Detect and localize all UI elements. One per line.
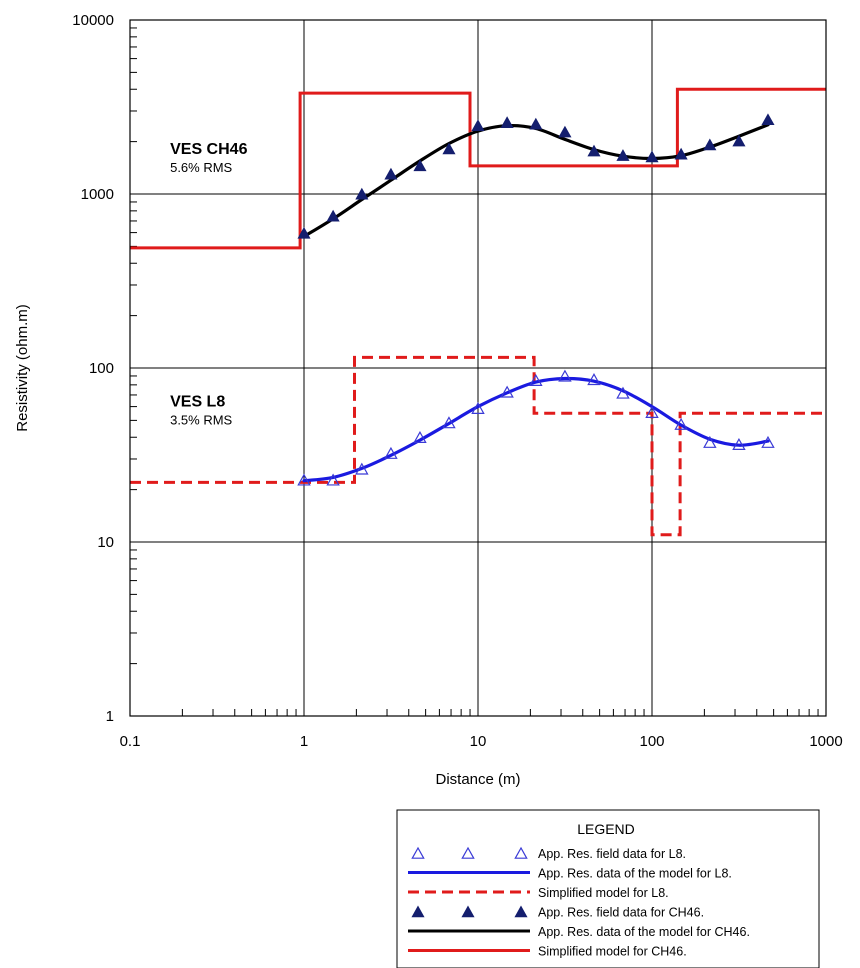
series-l8-field-point [500, 385, 514, 398]
series-l8-field-point [326, 473, 340, 486]
legend-label-l8-field: App. Res. field data for L8. [538, 847, 686, 861]
y-tick-label: 1000 [81, 186, 114, 203]
series-l8-field-point [297, 473, 311, 486]
legend-label-ch46-field: App. Res. field data for CH46. [538, 906, 704, 920]
series-ch46-field-point [355, 187, 369, 200]
series-ch46-field-point [732, 134, 746, 147]
series-l8-field-point [558, 369, 572, 382]
series-l8-field-point [529, 373, 543, 386]
series-ch46-field-point [384, 167, 398, 180]
series-l8-field-point [384, 446, 398, 459]
legend-box [396, 809, 820, 968]
series-ch46-field-point [587, 144, 601, 157]
legend: LEGEND App. Res. field data for L8.App. … [396, 809, 820, 968]
legend-label-ch46-model: App. Res. data of the model for CH46. [538, 925, 750, 939]
series-ch46-field-point [616, 149, 630, 161]
y-axis-label: Resistivity (ohm.m) [14, 304, 31, 432]
series-l8-field-point [703, 435, 717, 448]
y-tick-label: 10000 [72, 12, 114, 29]
tick-labels: 0.1 1 10 100 1000 1 10 100 1000 10000 [72, 12, 842, 750]
x-tick-label: 10 [470, 733, 487, 750]
series-l8-field-point [355, 462, 369, 475]
annotations: VES CH46 5.6% RMS VES L8 3.5% RMS [170, 141, 247, 428]
legend-label-ch46-simplified: Simplified model for CH46. [538, 945, 687, 959]
x-tick-label: 0.1 [120, 733, 141, 750]
series-l8-field-point [413, 430, 427, 443]
legend-symbol-ch46-field [514, 905, 528, 918]
series-l8-model-line [302, 376, 770, 483]
series-l8-field-point [471, 401, 485, 414]
series-ch46-field-point [558, 125, 572, 138]
series-ch46-field-point [413, 159, 427, 172]
legend-symbol-ch46-field [461, 905, 475, 918]
series-ch46-field-point [471, 119, 485, 131]
series-ch46-field-point [703, 138, 717, 151]
series-ch46-field-point [442, 142, 456, 155]
grid [130, 20, 826, 716]
x-tick-label: 100 [639, 733, 664, 750]
plot-frame [129, 19, 827, 717]
series-ch46-field-point [529, 117, 543, 130]
legend-symbol-ch46-field [411, 905, 425, 918]
series-l8-field-point [587, 373, 601, 386]
series-l8-field-point [674, 417, 688, 430]
series-l8-field-point [732, 437, 746, 451]
y-tick-label: 10 [97, 534, 114, 551]
y-tick-label: 1 [106, 708, 114, 725]
legend-label-l8-model: App. Res. data of the model for L8. [538, 867, 732, 881]
legend-symbol-l8-field [514, 846, 528, 859]
series-ch46-simplified-line [130, 87, 826, 250]
legend-symbol-l8-field [411, 846, 425, 859]
y-tick-label: 100 [89, 360, 114, 377]
series-ch46-field-point [674, 147, 688, 160]
annotation-l8-title: VES L8 [170, 394, 225, 411]
annotation-l8-subtitle: 3.5% RMS [170, 413, 232, 428]
legend-label-l8-simplified: Simplified model for L8. [538, 886, 669, 900]
legend-symbol-l8-field [461, 846, 475, 859]
annotation-ch46-title: VES CH46 [170, 141, 247, 158]
series-layer [130, 87, 826, 537]
annotation-ch46-subtitle: 5.6% RMS [170, 160, 232, 175]
x-tick-label: 1 [300, 733, 308, 750]
series-ch46-field-point [326, 209, 340, 222]
series-l8-field-point [616, 386, 630, 399]
minor-ticks [129, 27, 819, 717]
x-tick-label: 1000 [809, 733, 842, 750]
series-l8-field-point [442, 416, 456, 429]
x-axis-label: Distance (m) [435, 771, 520, 788]
series-ch46-field-point [761, 113, 775, 126]
series-l8-field-point [761, 435, 775, 448]
series-ch46-model-line [302, 123, 770, 239]
series-ch46-field-point [500, 116, 514, 128]
series-ch46-field-point [297, 226, 311, 239]
legend-title: LEGEND [577, 821, 635, 837]
series-l8-field-point [645, 405, 659, 418]
legend-items: App. Res. field data for L8. App. Res. da… [408, 846, 750, 959]
series-ch46-field-point [645, 150, 659, 163]
